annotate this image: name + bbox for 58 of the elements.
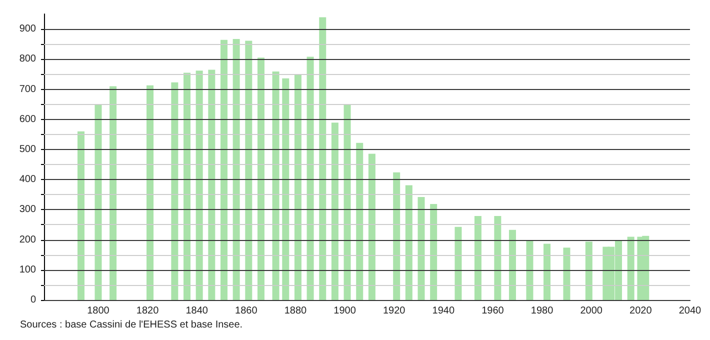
bar (245, 40, 252, 300)
y-tick-label: 500 (19, 144, 36, 155)
bar (585, 242, 592, 300)
x-tick-label: 1960 (482, 306, 504, 316)
bar (110, 86, 117, 300)
bar (282, 78, 290, 300)
bar (196, 70, 203, 300)
bar (272, 72, 280, 300)
bar (184, 72, 191, 300)
x-tick-label: 1800 (87, 306, 110, 316)
y-tick-label: 600 (19, 114, 36, 125)
y-tick-label: 0 (30, 294, 36, 306)
bar (405, 185, 412, 300)
bar (294, 74, 302, 300)
bar (474, 216, 482, 300)
x-tick-label: 2040 (678, 306, 702, 316)
x-tick-label: 1920 (382, 306, 406, 316)
x-tick-label: 1860 (235, 306, 258, 316)
bar (232, 38, 240, 300)
x-tick-label: 1900 (334, 306, 356, 316)
x-tick-label: 1940 (432, 306, 455, 316)
x-tick-label: 1820 (136, 306, 160, 316)
y-tick-label: 700 (19, 84, 36, 95)
x-tick-label: 2020 (630, 306, 652, 316)
y-tick-label: 900 (19, 24, 36, 35)
bar (430, 204, 438, 300)
source-note: Sources : base Cassini de l'EHESS et base Insee. (20, 320, 243, 330)
bar (563, 248, 570, 300)
bar (77, 131, 84, 300)
bar (454, 226, 462, 300)
bar (331, 122, 338, 300)
y-tick-label: 800 (19, 54, 36, 65)
bar (508, 230, 516, 300)
bar (356, 142, 364, 300)
bar (418, 197, 425, 300)
bar (220, 40, 228, 300)
bar (208, 70, 216, 300)
y-tick-label: 400 (19, 174, 36, 186)
bar (494, 216, 502, 300)
bar (543, 244, 550, 300)
x-tick-label: 1980 (530, 306, 554, 316)
bar (306, 56, 314, 300)
x-tick-label: 1840 (186, 306, 208, 316)
bar (344, 104, 351, 300)
bar (627, 236, 634, 300)
bar (368, 154, 376, 300)
y-tick-label: 100 (19, 264, 36, 276)
bar (146, 85, 154, 300)
x-tick-label: 1880 (284, 306, 308, 316)
bar (94, 104, 102, 300)
bar (257, 58, 264, 300)
bar (319, 17, 326, 300)
bar (171, 82, 178, 300)
bar (393, 172, 400, 300)
y-tick-label: 200 (19, 234, 36, 246)
y-tick-label: 300 (19, 204, 36, 216)
x-tick-label: 2000 (580, 306, 603, 316)
bar (526, 240, 534, 300)
